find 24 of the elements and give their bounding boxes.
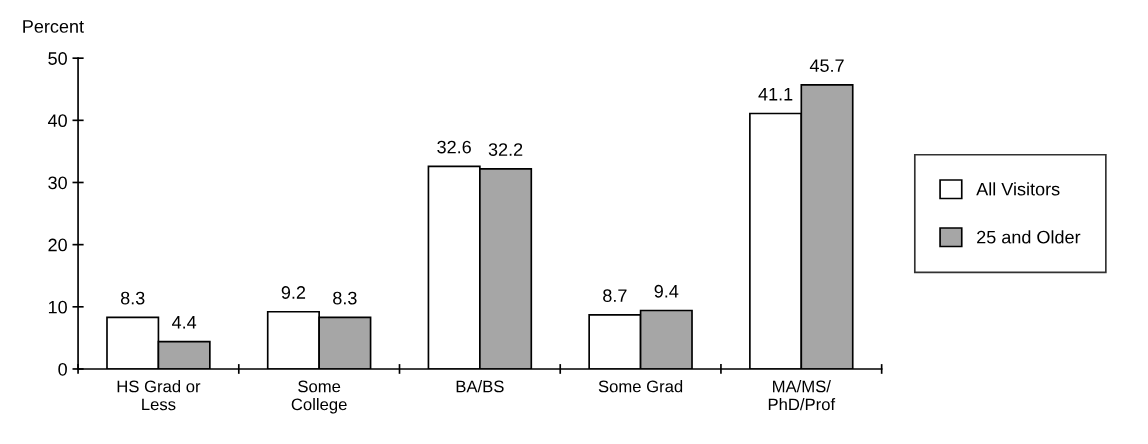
x-tick-label: Some Grad: [598, 380, 683, 393]
data-label: 45.7: [809, 59, 844, 72]
x-tick-label: Some College: [291, 380, 347, 414]
y-tick-label: 20: [48, 238, 67, 252]
legend-label: All Visitors: [976, 182, 1060, 196]
x-tick-label: HS Grad or Less: [117, 380, 201, 411]
y-tick-label: 50: [48, 52, 67, 65]
data-label: 9.4: [654, 284, 679, 298]
y-tick-label: 0: [58, 362, 67, 376]
data-label: 32.6: [437, 140, 471, 154]
data-label: 8.3: [120, 291, 145, 305]
data-label: 8.3: [333, 291, 357, 305]
y-axis-title: Percent: [23, 20, 84, 33]
legend-label: 25 and Older: [977, 230, 1081, 244]
y-tick-label: 10: [48, 300, 67, 314]
x-tick-label: BA/BS: [456, 380, 504, 393]
x-tick-label: MA/MS/ PhD/Prof: [768, 380, 836, 411]
data-label: 41.1: [758, 87, 793, 101]
data-label: 9.2: [281, 286, 306, 299]
data-label: 4.4: [172, 316, 197, 329]
data-label: 32.2: [488, 143, 523, 156]
y-tick-label: 30: [48, 176, 67, 190]
y-tick-label: 40: [47, 114, 67, 128]
data-label: 8.7: [603, 289, 627, 302]
